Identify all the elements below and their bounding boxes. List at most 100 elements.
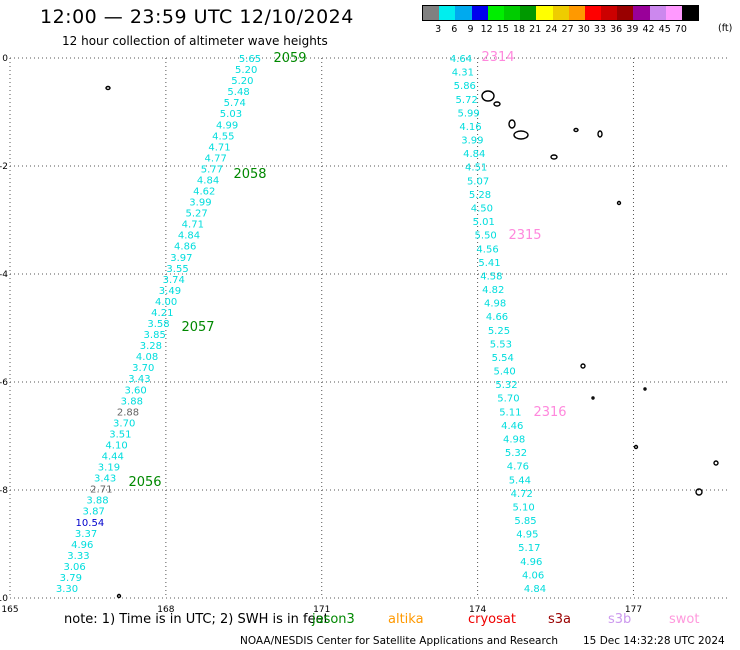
swh-value-label: 3.06 xyxy=(63,562,85,573)
swh-value-label: 4.46 xyxy=(501,421,523,432)
map-subtitle: 12 hour collection of altimeter wave hei… xyxy=(62,34,328,48)
island-outline xyxy=(580,363,586,369)
swh-value-label: 4.95 xyxy=(516,530,538,541)
pass-labels: 2059 2058 2057 2056 2314 2315 2316 xyxy=(128,50,566,490)
map-grid: 165 168 171 174 177 0 -2 -4 -6 -8 -10 xyxy=(0,54,727,615)
swh-value-label: 4.77 xyxy=(205,153,227,164)
swh-value-label: 4.96 xyxy=(520,557,542,568)
latitude-tick-label: -2 xyxy=(0,162,8,172)
island-outline xyxy=(116,593,122,599)
legend-label: 39 xyxy=(626,24,639,35)
swh-value-label: 4.16 xyxy=(459,122,481,133)
swh-value-label: 5.11 xyxy=(499,407,521,418)
island-outline xyxy=(493,101,501,107)
swh-value-label: 4.58 xyxy=(480,271,502,282)
swh-value-label: 5.74 xyxy=(224,98,246,109)
legend-swatch xyxy=(552,6,569,20)
legend-swatch xyxy=(439,6,456,20)
legend-swatch xyxy=(568,6,585,20)
swh-value-label: 5.70 xyxy=(497,394,519,405)
swh-value-label: 5.50 xyxy=(475,231,497,242)
swh-value-label: 3.85 xyxy=(144,330,166,341)
legend-label: 9 xyxy=(467,24,474,35)
swh-value-label: 3.33 xyxy=(67,551,89,562)
legend-swatch xyxy=(617,6,634,20)
swh-value-label: 2.88 xyxy=(117,407,139,418)
legend-label: 21 xyxy=(529,24,542,35)
island-outline xyxy=(481,90,495,102)
swh-value-label: 3.37 xyxy=(75,529,97,540)
legend-label: 70 xyxy=(674,24,687,35)
legend-swatch xyxy=(536,6,553,20)
swh-value-label: 5.28 xyxy=(469,190,491,201)
swh-value-label: 4.31 xyxy=(452,68,474,79)
swh-value-label: 5.01 xyxy=(473,217,495,228)
swh-value-label: 5.27 xyxy=(185,209,207,220)
swh-value-label: 5.44 xyxy=(509,475,531,486)
legend-swatch xyxy=(471,6,488,20)
legend-swatch xyxy=(665,6,682,20)
swh-value-label: 3.99 xyxy=(189,198,211,209)
island-outline xyxy=(105,85,111,91)
swh-value-label: 4.76 xyxy=(507,462,529,473)
swh-value-label: 4.55 xyxy=(212,131,234,142)
swh-value-label: 5.32 xyxy=(495,380,517,391)
swh-value-label: 4.56 xyxy=(476,244,498,255)
swh-value-label: 5.25 xyxy=(488,326,510,337)
swh-value-label: 4.00 xyxy=(155,297,177,308)
legend-swatch xyxy=(487,6,504,20)
swh-value-label: 3.19 xyxy=(98,463,120,474)
swh-value-label: 5.17 xyxy=(518,543,540,554)
swh-value-label: 3.88 xyxy=(86,496,108,507)
longitude-tick-label: 177 xyxy=(625,605,642,615)
island-outline xyxy=(643,387,647,391)
swh-value-label: 4.66 xyxy=(486,312,508,323)
latitude-tick-label: 0 xyxy=(2,54,8,64)
swh-value-label: 5.48 xyxy=(227,87,249,98)
swh-value-label: 3.28 xyxy=(140,341,162,352)
swh-value-label: 4.10 xyxy=(105,440,127,451)
island-outline xyxy=(616,200,622,206)
swh-value-label: 4.71 xyxy=(208,142,230,153)
island-outlines xyxy=(105,85,719,599)
legend-label: 12 xyxy=(480,24,493,35)
swh-value-label: 3.43 xyxy=(94,474,116,485)
swh-value-label: 4.44 xyxy=(102,452,124,463)
longitude-tick-label: 171 xyxy=(313,605,330,615)
legend-label: 6 xyxy=(451,24,458,35)
swh-value-label: 4.84 xyxy=(463,149,485,160)
swh-value-label: 2.71 xyxy=(90,485,112,496)
swh-value-label: 5.72 xyxy=(456,95,478,106)
swh-value-label: 3.60 xyxy=(124,385,146,396)
swh-value-label: 4.98 xyxy=(503,435,525,446)
legend-label: 15 xyxy=(496,24,509,35)
swh-value-label: 3.51 xyxy=(109,429,131,440)
swh-value-label: 4.84 xyxy=(178,231,200,242)
swh-value-label: 4.06 xyxy=(522,570,544,581)
satellite-label: altika xyxy=(388,612,424,627)
swh-value-label: 4.64 xyxy=(450,54,472,65)
legend-label: 42 xyxy=(642,24,655,35)
swh-value-label: 5.07 xyxy=(467,176,489,187)
swh-value-label: 3.70 xyxy=(113,418,135,429)
swh-value-label: 5.10 xyxy=(512,502,534,513)
swh-value-label: 4.82 xyxy=(482,285,504,296)
island-outline xyxy=(713,460,719,466)
island-outline xyxy=(695,488,703,496)
pass-number-label: 2315 xyxy=(508,228,541,243)
island-outline xyxy=(513,130,529,140)
swh-value-label: 3.74 xyxy=(163,275,185,286)
altimeter-track-west: 5.655.205.205.485.745.034.994.554.714.77… xyxy=(56,54,261,595)
legend-swatch xyxy=(423,6,440,20)
legend-label: 18 xyxy=(512,24,526,35)
swh-value-label: 4.86 xyxy=(174,242,196,253)
swh-value-label: 5.53 xyxy=(490,339,512,350)
legend-label: 36 xyxy=(610,24,623,35)
swh-value-label: 3.55 xyxy=(166,264,188,275)
latitude-tick-label: -8 xyxy=(0,486,8,496)
swh-value-label: 5.54 xyxy=(492,353,514,364)
swh-value-label: 3.87 xyxy=(83,507,105,518)
swh-value-label: 3.58 xyxy=(147,319,169,330)
swh-value-label: 4.72 xyxy=(511,489,533,500)
pass-number-label: 2059 xyxy=(273,51,306,66)
